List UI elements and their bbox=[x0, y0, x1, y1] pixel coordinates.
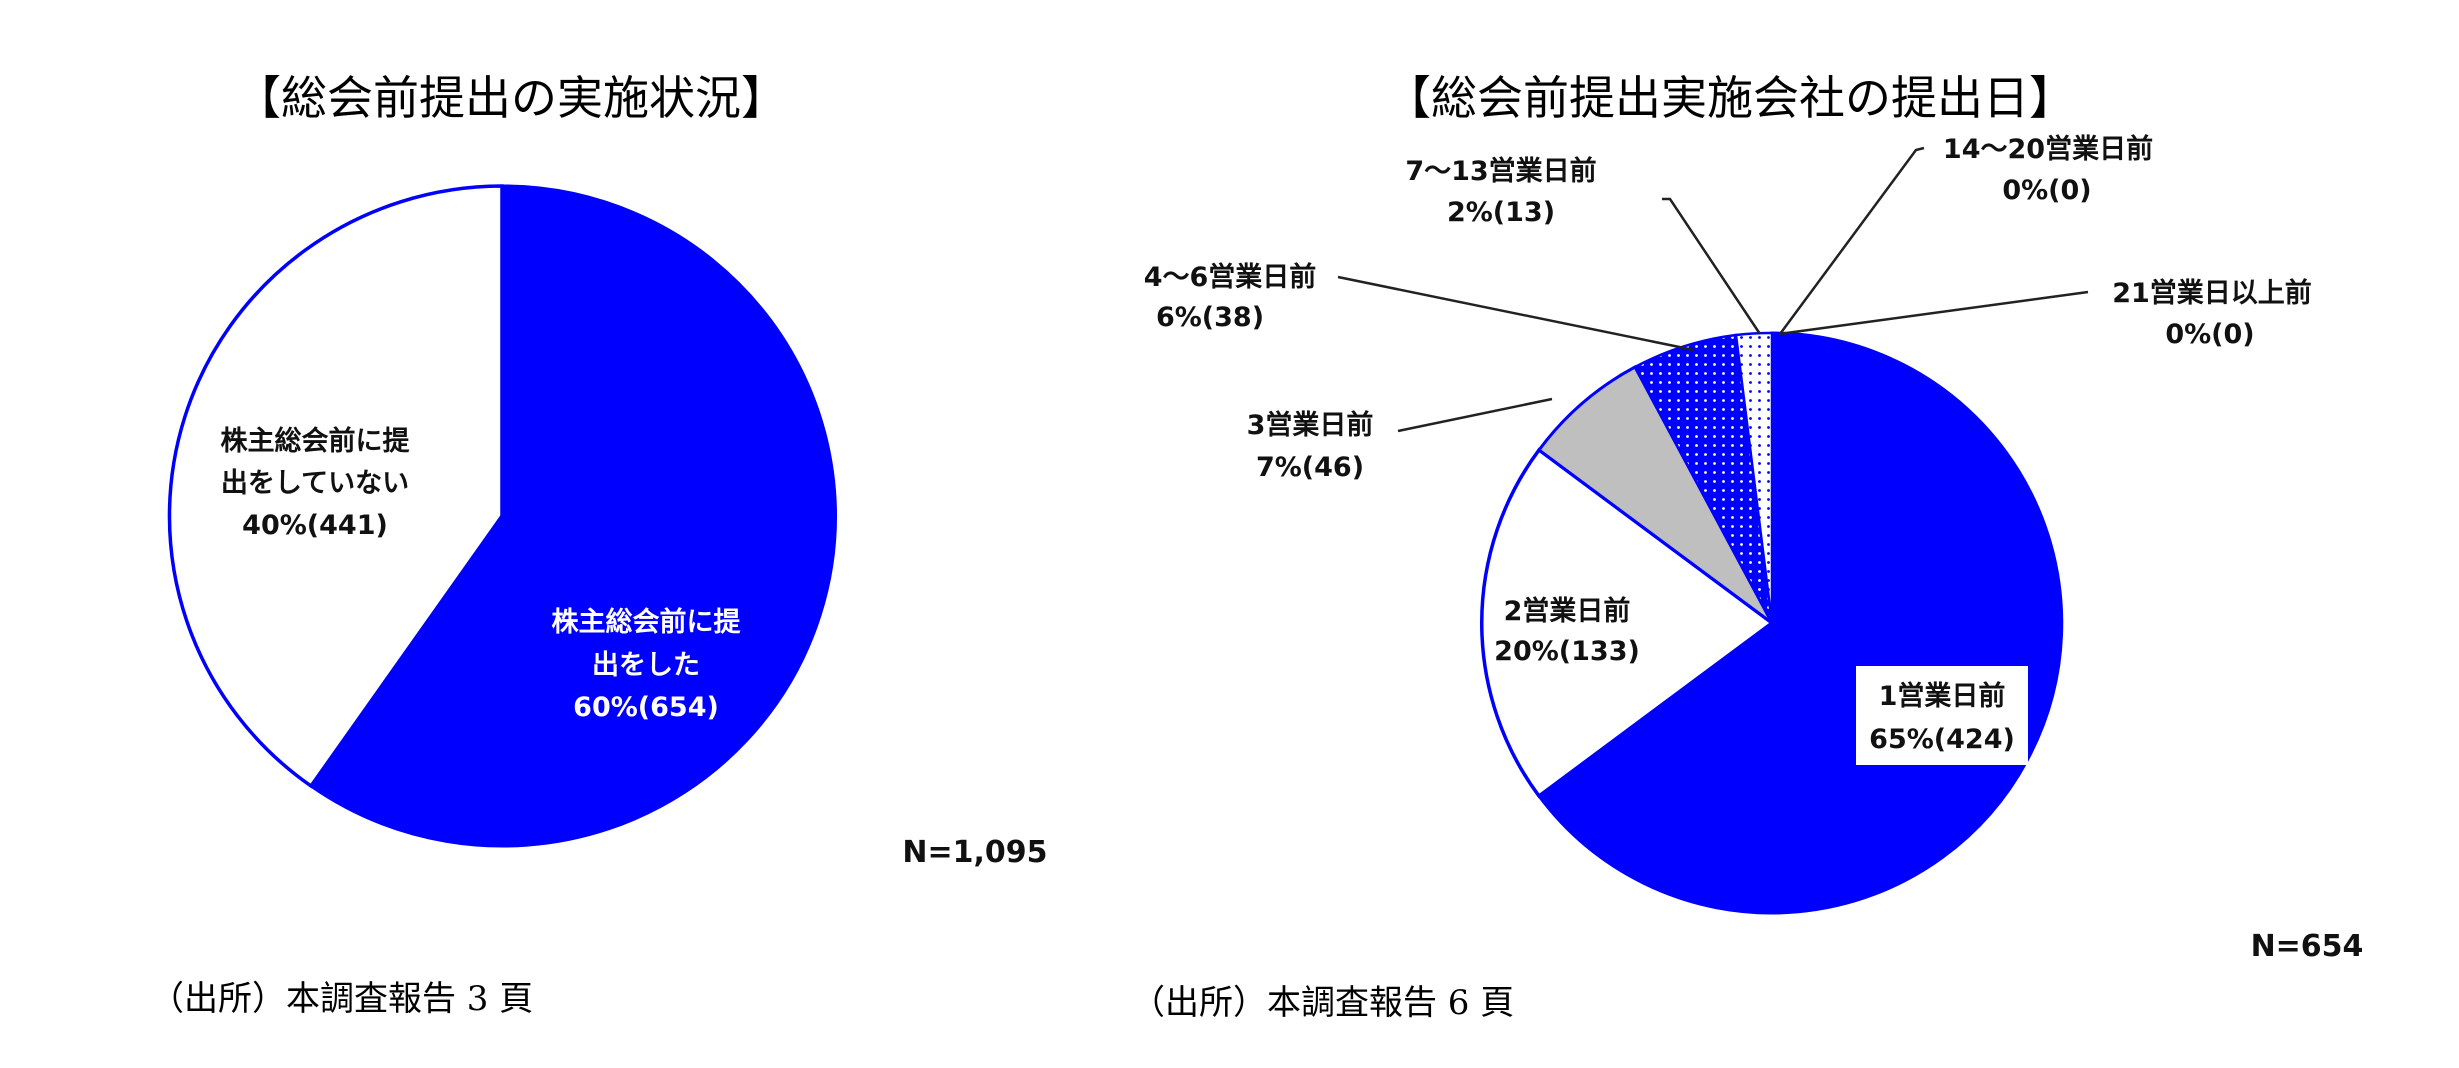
slice-submitted-value: 60%(654) bbox=[573, 692, 719, 723]
left-pie-chart: 【総会前提出の実施状況】 株主総会前に提 出をしていない 40%(441) 株主… bbox=[150, 71, 1048, 1019]
leader-line-21-plus-days bbox=[1778, 290, 2089, 336]
slice-submitted bbox=[308, 184, 837, 848]
slice-not-submitted-label-2: 出をしていない bbox=[221, 468, 409, 499]
left-chart-n-label: N=1,095 bbox=[902, 835, 1047, 870]
slice-1-day-label: 1営業日前 bbox=[1879, 680, 2006, 712]
slice-4-6-days-value: 6%(38) bbox=[1156, 302, 1264, 333]
slice-1-day-label-box bbox=[1856, 666, 2028, 765]
slice-1-day-value: 65%(424) bbox=[1869, 724, 2015, 755]
slice-1-day bbox=[1536, 331, 2064, 915]
slice-21-plus-days-value: 0%(0) bbox=[2165, 319, 2254, 350]
slice-4-6-days-label: 4〜6営業日前 bbox=[1144, 261, 1317, 293]
slice-3-days-label: 3営業日前 bbox=[1247, 409, 1374, 441]
slice-7-13-days-value: 2%(13) bbox=[1447, 197, 1555, 228]
slice-2-days-value: 20%(133) bbox=[1494, 636, 1640, 667]
slice-not-submitted-label-1: 株主総会前に提 bbox=[221, 425, 411, 457]
left-chart-title: 【総会前提出の実施状況】 bbox=[235, 71, 787, 125]
right-pie-chart: 【総会前提出実施会社の提出日】 2営業日前 20%(133) 1営業日前 65%… bbox=[1131, 71, 2363, 1023]
slice-21-plus-days-label: 21営業日以上前 bbox=[2112, 277, 2312, 309]
leader-line-4-6-days bbox=[1337, 275, 1695, 352]
slice-submitted-label-1: 株主総会前に提 bbox=[552, 606, 742, 638]
leader-line-14-20-days bbox=[1778, 146, 1925, 335]
slice-14-20-days-value: 0%(0) bbox=[2002, 175, 2091, 206]
slice-7-13-days-label: 7〜13営業日前 bbox=[1405, 155, 1596, 187]
right-chart-title: 【総会前提出実施会社の提出日】 bbox=[1385, 71, 2075, 125]
right-chart-source: （出所）本調査報告 6 頁 bbox=[1131, 983, 1514, 1023]
slice-2-days bbox=[1480, 447, 1775, 799]
slice-7-13-days bbox=[1734, 331, 1774, 624]
slice-submitted-label-2: 出をした bbox=[592, 650, 700, 681]
slice-not-submitted bbox=[167, 184, 504, 789]
slice-3-days bbox=[1536, 364, 1774, 625]
left-chart-source: （出所）本調査報告 3 頁 bbox=[150, 979, 533, 1019]
slice-3-days-value: 7%(46) bbox=[1256, 452, 1364, 483]
leader-line-7-13-days bbox=[1662, 197, 1762, 335]
slice-2-days-label: 2営業日前 bbox=[1504, 595, 1631, 627]
right-chart-n-label: N=654 bbox=[2251, 929, 2364, 964]
slice-not-submitted-value: 40%(441) bbox=[242, 510, 388, 541]
leader-line-3-days bbox=[1397, 397, 1553, 433]
slice-14-20-days-label: 14〜20営業日前 bbox=[1943, 133, 2153, 165]
